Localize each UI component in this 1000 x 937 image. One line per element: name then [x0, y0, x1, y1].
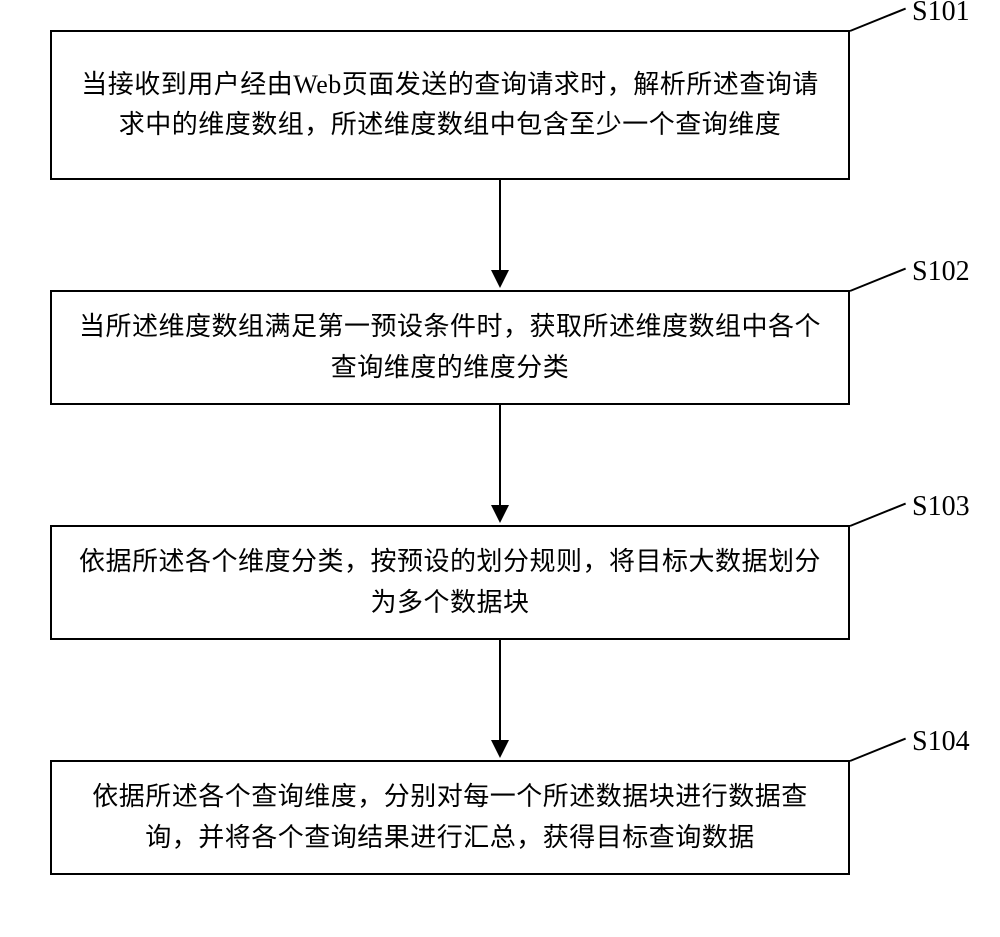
arrow-s101-s102 — [485, 180, 515, 290]
step-label-s101: S101 — [912, 0, 970, 28]
step-text-s104: 依据所述各个查询维度，分别对每一个所述数据块进行数据查询，并将各个查询结果进行汇… — [76, 777, 824, 858]
flowchart-container: 当接收到用户经由Web页面发送的查询请求时，解析所述查询请求中的维度数组，所述维… — [0, 0, 1000, 937]
step-box-s104: 依据所述各个查询维度，分别对每一个所述数据块进行数据查询，并将各个查询结果进行汇… — [50, 760, 850, 875]
step-label-s104: S104 — [912, 726, 970, 758]
label-connector-s102 — [850, 268, 906, 292]
label-connector-s104 — [850, 738, 906, 762]
arrow-s102-s103 — [485, 405, 515, 525]
step-box-s101: 当接收到用户经由Web页面发送的查询请求时，解析所述查询请求中的维度数组，所述维… — [50, 30, 850, 180]
arrow-s103-s104 — [485, 640, 515, 760]
step-label-s103: S103 — [912, 491, 970, 523]
step-box-s103: 依据所述各个维度分类，按预设的划分规则，将目标大数据划分为多个数据块 — [50, 525, 850, 640]
step-box-s102: 当所述维度数组满足第一预设条件时，获取所述维度数组中各个查询维度的维度分类 — [50, 290, 850, 405]
label-connector-s101 — [850, 8, 906, 32]
step-text-s101: 当接收到用户经由Web页面发送的查询请求时，解析所述查询请求中的维度数组，所述维… — [76, 65, 824, 146]
step-text-s102: 当所述维度数组满足第一预设条件时，获取所述维度数组中各个查询维度的维度分类 — [76, 307, 824, 388]
step-label-s102: S102 — [912, 256, 970, 288]
step-text-s103: 依据所述各个维度分类，按预设的划分规则，将目标大数据划分为多个数据块 — [76, 542, 824, 623]
label-connector-s103 — [850, 503, 906, 527]
